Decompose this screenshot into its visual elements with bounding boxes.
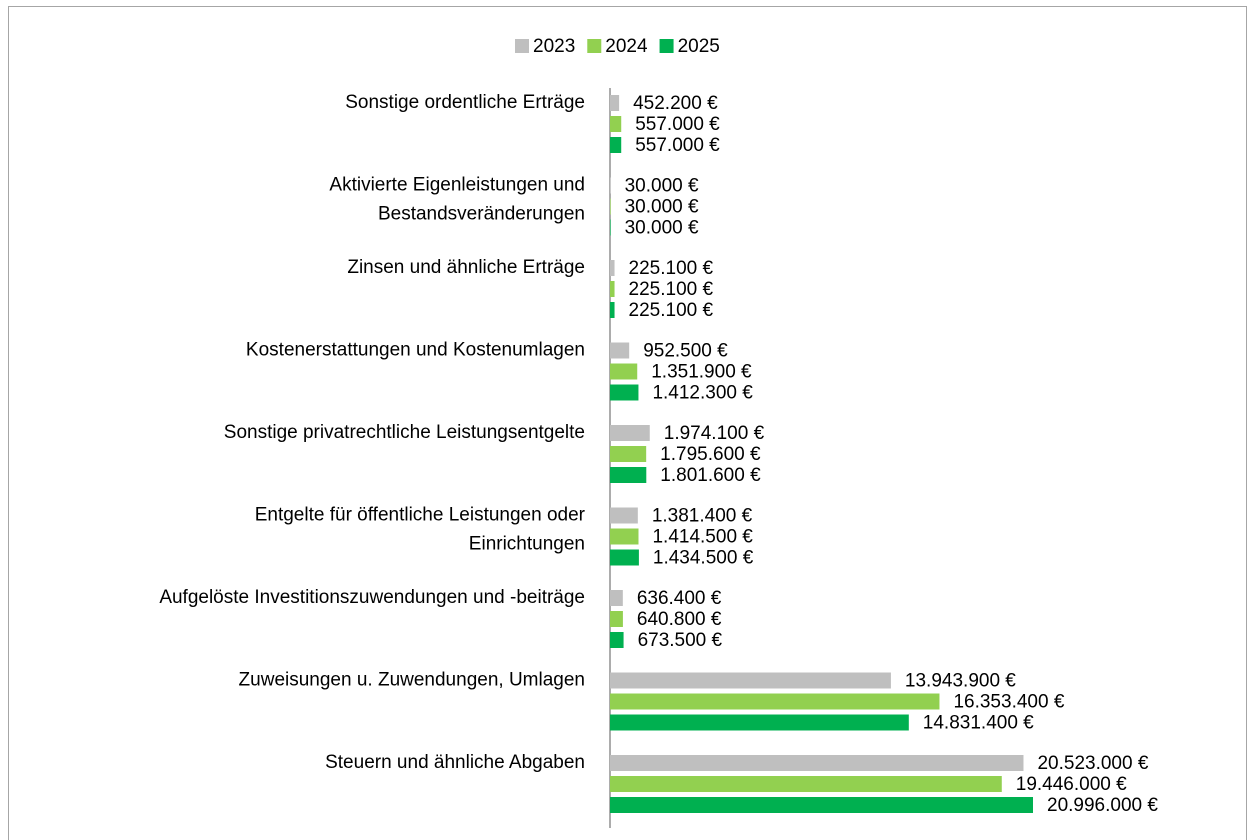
value-label: 1.381.400 € [652,506,753,527]
value-label: 225.100 € [629,258,714,279]
category-label: Aufgelöste Investitionszuwendungen und -… [159,587,585,608]
bar [610,693,940,710]
value-label: 1.414.500 € [652,527,753,548]
bar [610,260,615,276]
value-label: 557.000 € [635,114,720,135]
bar [610,528,639,545]
bar [610,632,624,648]
legend-swatch [515,39,529,53]
value-label: 14.831.400 € [923,713,1034,734]
legend-label: 2023 [533,36,575,57]
value-label: 13.943.900 € [905,671,1016,692]
category-label: Aktivierte Eigenleistungen und [329,175,585,196]
bar [610,363,638,380]
value-label: 952.500 € [643,341,728,362]
bar [610,755,1024,771]
value-label: 30.000 € [625,218,699,239]
legend-label: 2024 [605,36,648,57]
value-label: 1.412.300 € [652,383,753,404]
category-label: Zinsen und ähnliche Erträge [347,257,585,278]
value-label: 557.000 € [635,135,720,156]
category-label: Entgelte für öffentliche Leistungen oder [255,505,586,526]
category-label: Kostenerstattungen und Kostenumlagen [246,340,585,361]
value-label: 640.800 € [637,609,722,630]
value-label: 30.000 € [625,176,699,197]
legend-label: 2025 [678,36,720,57]
category-label: Zuweisungen u. Zuwendungen, Umlagen [239,670,585,691]
legend-swatch [587,39,602,53]
bar [610,425,650,441]
value-label: 1.351.900 € [651,362,752,383]
bar [610,219,611,236]
value-label: 19.446.000 € [1016,774,1127,795]
category-label: Sonstige ordentliche Erträge [345,92,585,113]
bar [610,776,1002,792]
value-label: 1.801.600 € [660,465,761,486]
category-label: Sonstige privatrechtliche Leistungsentge… [224,422,585,443]
value-label: 1.434.500 € [653,548,754,569]
bar [610,797,1033,813]
bar [610,672,891,689]
bar [610,467,647,483]
legend-swatch [659,39,674,53]
value-label: 20.523.000 € [1037,753,1148,774]
bar [610,714,909,731]
value-label: 673.500 € [638,630,723,651]
value-label: 16.353.400 € [953,692,1064,713]
bar [610,137,622,153]
value-label: 225.100 € [629,279,714,300]
value-label: 452.200 € [633,93,718,114]
value-label: 636.400 € [637,588,722,609]
bar [610,116,622,132]
bar [610,198,611,215]
bar [610,611,623,627]
bar [610,507,638,524]
category-label: Bestandsveränderungen [378,204,585,225]
value-label: 20.996.000 € [1047,795,1158,816]
bar [610,590,623,606]
bar [610,342,630,359]
bar [610,95,620,111]
bar [610,446,647,462]
value-label: 1.795.600 € [660,444,761,465]
bar [610,302,615,318]
bar [610,177,611,194]
bar [610,549,639,566]
value-label: 225.100 € [629,300,714,321]
bar [610,384,639,401]
category-label: Steuern und ähnliche Abgaben [325,752,585,773]
value-label: 1.974.100 € [664,423,765,444]
bar [610,281,615,297]
value-label: 30.000 € [625,197,699,218]
category-label: Einrichtungen [469,534,585,555]
